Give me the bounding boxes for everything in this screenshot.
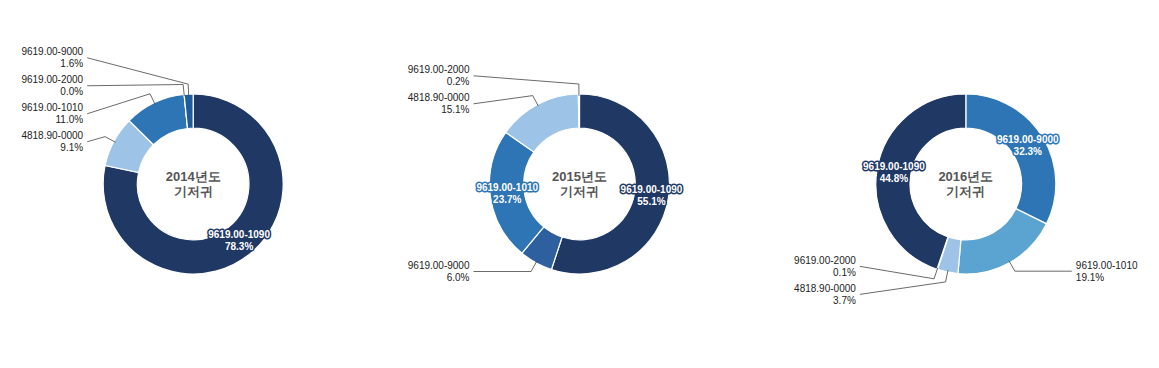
wedges (103, 94, 283, 274)
label-category: 9619.00-9000 (21, 46, 83, 57)
outside-label: 4818.90-000015.1% (408, 92, 470, 115)
center-title-line: 2016년도 (938, 169, 993, 184)
leader-line (87, 58, 189, 96)
label-category: 9619.00-1090 (863, 161, 925, 172)
donut-wedge (966, 94, 1056, 224)
label-value: 3.7% (833, 295, 856, 306)
label-value: 44.8% (880, 173, 908, 184)
chart-canvas: 9619.00-109078.3%9619.00-90001.6%9619.00… (0, 0, 1159, 368)
leader-line (860, 270, 948, 294)
inside-label: 9619.00-101023.7% (476, 182, 538, 205)
labels: 9619.00-900032.3%9619.00-109044.8%9619.0… (794, 134, 1138, 306)
donut-wedge (184, 94, 193, 128)
label-category: 9619.00-1090 (621, 184, 683, 195)
label-value: 23.7% (493, 194, 521, 205)
donut-panel: 9619.00-900032.3%9619.00-109044.8%9619.0… (794, 94, 1138, 306)
label-value: 78.3% (225, 241, 253, 252)
label-category: 9619.00-2000 (408, 64, 470, 75)
center-title: 2014년도기저귀 (166, 169, 221, 200)
leader-line (87, 137, 115, 143)
outside-label: 9619.00-20000.2% (408, 64, 470, 87)
label-value: 0.0% (60, 86, 83, 97)
donut-wedge (958, 209, 1047, 274)
center-title-line: 기저귀 (946, 184, 985, 199)
label-value: 19.1% (1076, 272, 1104, 283)
leader-line (87, 85, 184, 97)
label-category: 9619.00-2000 (794, 255, 856, 266)
center-title-line: 기저귀 (174, 184, 213, 199)
outside-label: 4818.90-00009.1% (21, 130, 83, 153)
leader-line (474, 96, 539, 106)
center-title: 2015년도기저귀 (552, 169, 607, 200)
label-category: 9619.00-2000 (21, 74, 83, 85)
outside-label: 9619.00-90006.0% (408, 260, 470, 283)
label-category: 4818.90-0000 (21, 130, 83, 141)
donut-panel: 9619.00-109078.3%9619.00-90001.6%9619.00… (21, 46, 283, 274)
center-title-line: 기저귀 (560, 184, 599, 199)
label-value: 6.0% (447, 272, 470, 283)
center-title-line: 2015년도 (552, 169, 607, 184)
center-title-line: 2014년도 (166, 169, 221, 184)
leader-line (474, 76, 579, 96)
labels: 9619.00-109055.1%9619.00-101023.7%9619.0… (408, 64, 683, 283)
label-category: 9619.00-1010 (476, 182, 538, 193)
label-value: 32.3% (1014, 146, 1042, 157)
center-title: 2016년도기저귀 (938, 169, 993, 200)
inside-label: 9619.00-109055.1% (621, 184, 683, 207)
donut-wedge (103, 94, 283, 274)
outside-label: 4818.90-00003.7% (794, 283, 856, 306)
label-value: 1.6% (60, 58, 83, 69)
inside-label: 9619.00-109078.3% (208, 229, 270, 252)
leader-line (474, 261, 537, 271)
inside-label: 9619.00-900032.3% (997, 134, 1059, 157)
labels: 9619.00-109078.3%9619.00-90001.6%9619.00… (21, 46, 270, 252)
outside-label: 9619.00-101019.1% (1076, 260, 1138, 283)
leader-line (1009, 261, 1072, 271)
inside-label: 9619.00-109044.8% (863, 161, 925, 184)
outside-label: 9619.00-101011.0% (21, 102, 83, 125)
label-category: 4818.90-0000 (408, 92, 470, 103)
label-category: 9619.00-1010 (21, 102, 83, 113)
outside-label: 9619.00-90001.6% (21, 46, 83, 69)
label-value: 11.0% (56, 114, 84, 125)
label-category: 4818.90-0000 (794, 283, 856, 294)
label-value: 0.2% (447, 76, 470, 87)
label-category: 9619.00-9000 (408, 260, 470, 271)
label-value: 9.1% (60, 142, 83, 153)
outside-label: 9619.00-20000.0% (21, 74, 83, 97)
label-value: 55.1% (637, 196, 665, 207)
leader-line (860, 266, 938, 278)
donut-wedge (578, 94, 579, 128)
label-value: 0.1% (833, 267, 856, 278)
label-category: 9619.00-1090 (208, 229, 270, 240)
donut-panel: 9619.00-109055.1%9619.00-101023.7%9619.0… (408, 64, 683, 283)
donut-wedge (129, 94, 187, 144)
wedges (876, 94, 1056, 274)
label-category: 9619.00-9000 (997, 134, 1059, 145)
label-category: 9619.00-1010 (1076, 260, 1138, 271)
leader-line (87, 94, 155, 114)
donut-wedge (506, 94, 579, 152)
label-value: 15.1% (441, 104, 469, 115)
outside-label: 9619.00-20000.1% (794, 255, 856, 278)
